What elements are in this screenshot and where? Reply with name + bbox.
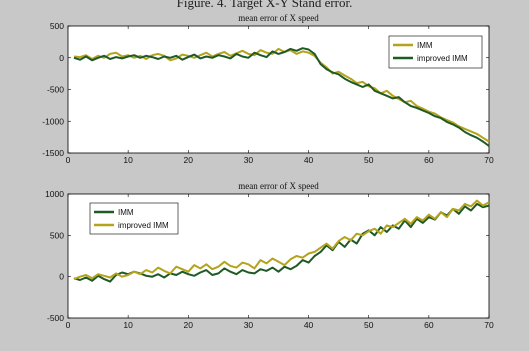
top-xtick-label: 70 bbox=[484, 155, 494, 165]
top-xtick-label: 60 bbox=[424, 155, 434, 165]
top-xtick-label: 30 bbox=[244, 155, 254, 165]
bottom-xtick-label: 20 bbox=[184, 320, 194, 330]
top-xtick-label: 40 bbox=[304, 155, 314, 165]
top-ytick-label: 500 bbox=[50, 21, 64, 31]
bottom-ytick-label: 500 bbox=[50, 230, 64, 240]
top-legend-label-2: improved IMM bbox=[417, 54, 468, 63]
bottom-xtick-label: 30 bbox=[244, 320, 254, 330]
top-xtick-label: 20 bbox=[184, 155, 194, 165]
figure-caption: Figure. 4. Target X-Y Stand error. bbox=[176, 0, 353, 10]
top-chart: 0 10 20 30 40 50 60 70 500 0 -500 -1000 -1500 IMM impr… bbox=[42, 21, 494, 165]
bottom-legend-label-1: IMM bbox=[118, 208, 134, 217]
bottom-series-line-2 bbox=[73, 199, 490, 281]
bottom-xtick-label: 0 bbox=[66, 320, 71, 330]
top-legend-box bbox=[388, 35, 483, 69]
bottom-xtick-label: 10 bbox=[123, 320, 133, 330]
bottom-ytick-label: -500 bbox=[47, 313, 64, 323]
top-xtick-label: 50 bbox=[364, 155, 374, 165]
bottom-xtick-label: 60 bbox=[424, 320, 434, 330]
top-legend-label-1: IMM bbox=[417, 41, 433, 50]
bottom-xtick-label: 50 bbox=[364, 320, 374, 330]
top-ytick-label: -500 bbox=[47, 85, 64, 95]
bottom-ytick-label: 1000 bbox=[45, 189, 64, 199]
bottom-xtick-label: 40 bbox=[304, 320, 314, 330]
bottom-series-line-1 bbox=[73, 202, 490, 283]
bottom-chart-title: mean error of X speed bbox=[238, 181, 319, 191]
top-ytick-label: -1500 bbox=[42, 148, 64, 158]
top-chart-title: mean error of X speed bbox=[238, 13, 319, 23]
bottom-xtick-label: 70 bbox=[484, 320, 494, 330]
top-ytick-label: -1000 bbox=[42, 116, 64, 126]
bottom-legend-label-2: improved IMM bbox=[118, 221, 169, 230]
bottom-ytick-label: 0 bbox=[59, 272, 64, 282]
top-ytick-label: 0 bbox=[59, 53, 64, 63]
top-series-line-2 bbox=[73, 47, 490, 147]
bottom-legend-box bbox=[89, 202, 179, 235]
top-xtick-label: 0 bbox=[66, 155, 71, 165]
top-xtick-label: 10 bbox=[123, 155, 133, 165]
